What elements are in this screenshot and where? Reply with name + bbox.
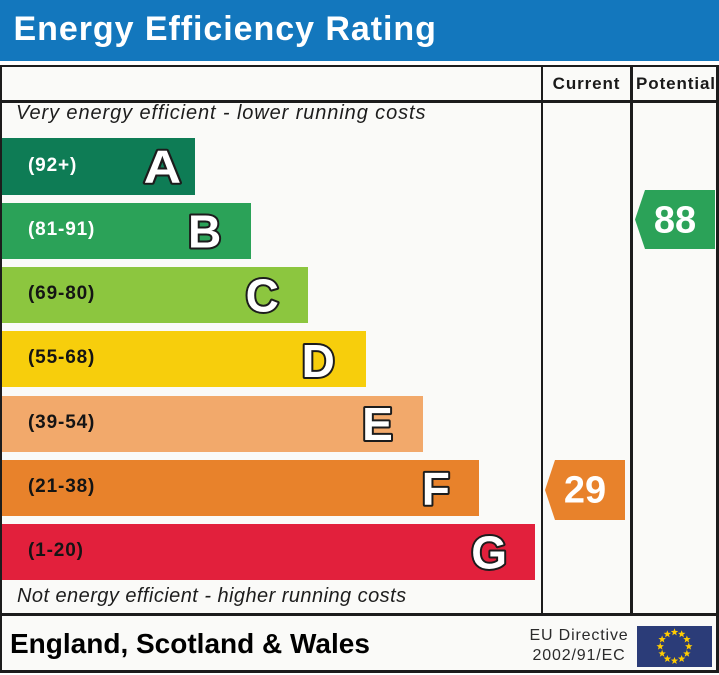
svg-text:B: B [188,205,221,257]
svg-text:D: D [302,335,335,387]
svg-text:F: F [422,463,450,515]
svg-text:E: E [362,398,393,450]
svg-text:C: C [246,270,279,322]
svg-text:G: G [471,527,507,579]
svg-text:A: A [144,142,182,193]
